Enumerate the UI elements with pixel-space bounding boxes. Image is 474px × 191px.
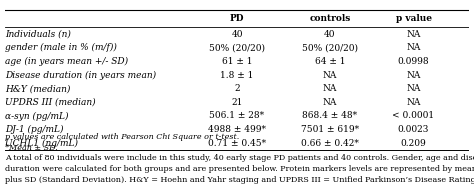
Text: 50% (20/20): 50% (20/20) <box>302 43 358 52</box>
Text: gender (male in % (m/f)): gender (male in % (m/f)) <box>5 43 117 52</box>
Text: 506.1 ± 28*: 506.1 ± 28* <box>210 112 264 121</box>
Text: < 0.0001: < 0.0001 <box>392 112 435 121</box>
Text: 40: 40 <box>324 30 336 39</box>
Text: UCHL1 (ng/mL): UCHL1 (ng/mL) <box>5 139 78 148</box>
Text: 0.0998: 0.0998 <box>398 57 429 66</box>
Text: 50% (20/20): 50% (20/20) <box>209 43 265 52</box>
Text: controls: controls <box>309 14 351 23</box>
Text: 1.8 ± 1: 1.8 ± 1 <box>220 70 254 79</box>
Text: NA: NA <box>406 30 421 39</box>
Text: PD: PD <box>230 14 244 23</box>
Text: 61 ± 1: 61 ± 1 <box>222 57 252 66</box>
Text: NA: NA <box>406 98 421 107</box>
Text: 64 ± 1: 64 ± 1 <box>315 57 345 66</box>
Text: 0.71 ± 0.45*: 0.71 ± 0.45* <box>208 139 266 148</box>
Text: 0.209: 0.209 <box>401 139 427 148</box>
Text: p values are calculated with Pearson Chi Square or t-test.: p values are calculated with Pearson Chi… <box>5 133 239 141</box>
Text: 0.66 ± 0.42*: 0.66 ± 0.42* <box>301 139 359 148</box>
Text: p value: p value <box>395 14 431 23</box>
Text: 4988 ± 499*: 4988 ± 499* <box>208 125 266 134</box>
Text: Disease duration (in years mean): Disease duration (in years mean) <box>5 70 156 80</box>
Text: 7501 ± 619*: 7501 ± 619* <box>301 125 359 134</box>
Text: NA: NA <box>406 70 421 79</box>
Text: *Mean ± SD.: *Mean ± SD. <box>5 144 58 152</box>
Text: NA: NA <box>323 98 337 107</box>
Text: 0.0023: 0.0023 <box>398 125 429 134</box>
Text: duration were calculated for both groups and are presented below. Protein marker: duration were calculated for both groups… <box>5 165 474 173</box>
Text: Individuals (n): Individuals (n) <box>5 30 71 39</box>
Text: H&Y (median): H&Y (median) <box>5 84 71 93</box>
Text: DJ-1 (pg/mL): DJ-1 (pg/mL) <box>5 125 64 134</box>
Text: NA: NA <box>323 70 337 79</box>
Text: UPDRS III (median): UPDRS III (median) <box>5 98 96 107</box>
Text: age (in years mean +/- SD): age (in years mean +/- SD) <box>5 57 128 66</box>
Text: A total of 80 individuals were include in this study, 40 early stage PD patients: A total of 80 individuals were include i… <box>5 154 474 162</box>
Text: 868.4 ± 48*: 868.4 ± 48* <box>302 112 357 121</box>
Text: α-syn (pg/mL): α-syn (pg/mL) <box>5 111 69 121</box>
Text: 21: 21 <box>231 98 243 107</box>
Text: NA: NA <box>406 43 421 52</box>
Text: 2: 2 <box>234 84 240 93</box>
Text: 40: 40 <box>231 30 243 39</box>
Text: NA: NA <box>406 84 421 93</box>
Text: NA: NA <box>323 84 337 93</box>
Text: plus SD (Standard Deviation). H&Y = Hoehn and Yahr staging and UPDRS III = Unifi: plus SD (Standard Deviation). H&Y = Hoeh… <box>5 176 474 184</box>
